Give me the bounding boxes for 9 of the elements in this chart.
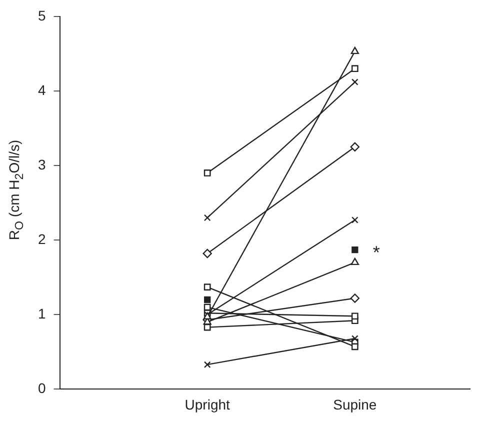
y-tick-label: 0 [38, 380, 46, 396]
y-tick-label: 4 [38, 82, 46, 98]
y-tick-label: 5 [38, 7, 46, 24]
y-tick-label: 3 [38, 156, 46, 172]
annotation: * [372, 242, 380, 263]
y-tick-label: 1 [38, 306, 46, 322]
x-tick-label: Upright [184, 396, 230, 412]
y-tick-label: 2 [38, 230, 46, 247]
x-tick-label: Supine [333, 396, 377, 412]
